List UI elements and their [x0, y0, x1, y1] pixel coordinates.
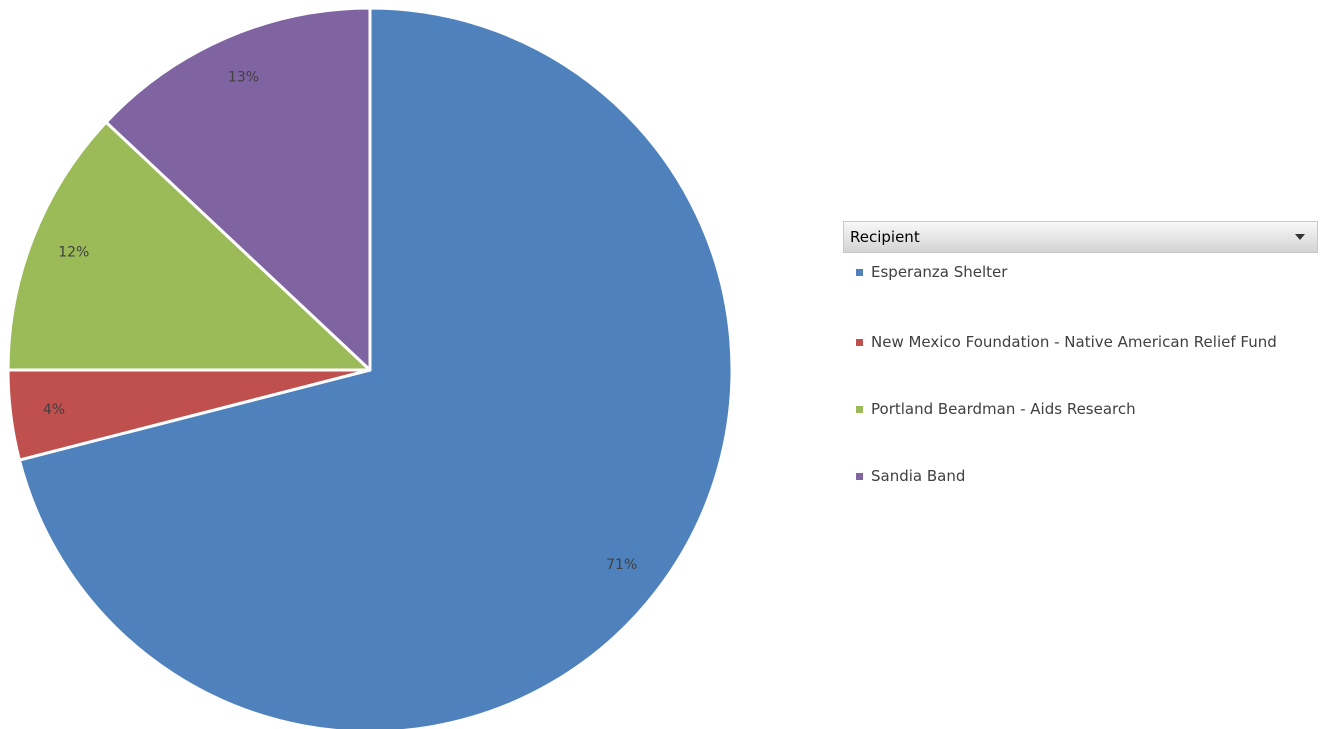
legend-swatch — [856, 269, 863, 276]
pie-chart: 71% 4% 12% 13% — [6, 6, 734, 729]
legend-filter-dropdown[interactable]: Recipient — [843, 221, 1318, 253]
legend-swatch — [856, 473, 863, 480]
legend-label: Sandia Band — [871, 467, 966, 485]
legend-label: Portland Beardman - Aids Research — [871, 400, 1136, 418]
legend-swatch — [856, 339, 863, 346]
legend-label: New Mexico Foundation - Native American … — [871, 333, 1277, 351]
pie-slice-sandia-band — [104, 6, 372, 372]
pie-slice-esperanza-shelter — [17, 6, 734, 729]
legend-label: Esperanza Shelter — [871, 263, 1008, 281]
legend-header-label: Recipient — [850, 228, 920, 246]
data-label-esperanza-shelter: 71% — [606, 557, 637, 573]
data-label-portland-beardman-aids-research: 12% — [58, 245, 89, 261]
pie-slice-portland-beardman-aids-research — [6, 120, 372, 372]
legend-swatch — [856, 406, 863, 413]
data-label-new-mexico-foundation-native-american-relief-fund: 4% — [43, 402, 65, 418]
data-label-sandia-band: 13% — [228, 70, 259, 86]
chevron-down-icon[interactable] — [1295, 234, 1305, 240]
